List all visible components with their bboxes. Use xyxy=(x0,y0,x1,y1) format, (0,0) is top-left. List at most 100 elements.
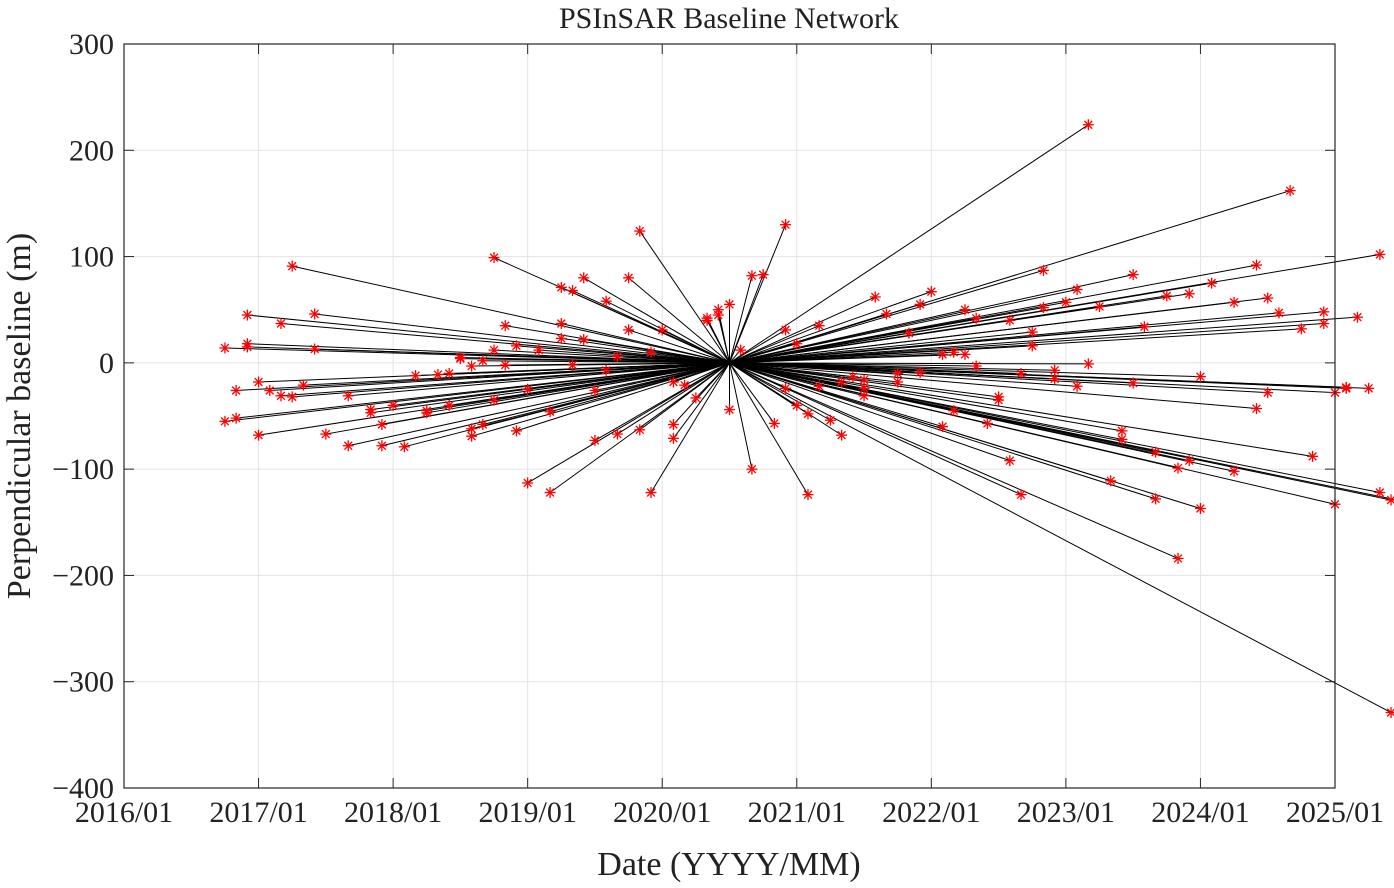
marker-stroke xyxy=(220,416,230,426)
acquisition-point xyxy=(679,379,691,391)
marker-stroke xyxy=(1341,382,1351,392)
acquisition-point xyxy=(645,487,657,499)
marker-stroke xyxy=(1050,365,1060,375)
marker-stroke xyxy=(1095,302,1104,311)
acquisition-point xyxy=(667,432,679,444)
marker-stroke xyxy=(545,407,555,417)
marker-stroke xyxy=(983,419,992,428)
marker-stroke xyxy=(500,321,510,331)
acquisition-point xyxy=(690,392,702,404)
acquisition-point xyxy=(1318,318,1330,330)
acquisition-point xyxy=(1127,269,1139,281)
acquisition-point xyxy=(1228,296,1240,308)
acquisition-point xyxy=(914,298,926,310)
baseline-line xyxy=(527,362,730,484)
marker-stroke xyxy=(1173,463,1183,473)
acquisition-point xyxy=(970,312,982,324)
baseline-line xyxy=(729,362,1201,378)
acquisition-point xyxy=(1071,284,1083,296)
acquisition-point xyxy=(443,367,455,379)
acquisition-point xyxy=(746,463,758,475)
marker-stroke xyxy=(770,419,779,428)
y-tick-label: 300 xyxy=(69,28,114,61)
acquisition-point xyxy=(544,406,556,418)
marker-stroke xyxy=(1117,426,1127,436)
marker-stroke xyxy=(904,328,914,338)
acquisition-point xyxy=(275,390,287,402)
baseline-line xyxy=(348,362,730,447)
acquisition-point xyxy=(522,477,534,489)
acquisition-point xyxy=(780,324,792,336)
y-tick-label: −200 xyxy=(52,559,114,592)
acquisition-point xyxy=(275,318,287,330)
acquisition-point xyxy=(309,343,321,355)
x-tick-label: 2024/01 xyxy=(1151,796,1249,829)
acquisition-point xyxy=(1251,403,1263,415)
marker-stroke xyxy=(276,391,286,401)
acquisition-point xyxy=(365,404,377,416)
marker-stroke xyxy=(859,375,869,385)
marker-stroke xyxy=(467,361,476,371)
acquisition-point xyxy=(264,384,276,396)
acquisition-point xyxy=(376,440,388,452)
baseline-line xyxy=(628,329,730,364)
marker-stroke xyxy=(792,339,802,349)
baseline-line xyxy=(348,362,730,397)
baseline-line xyxy=(314,313,730,364)
acquisition-point xyxy=(858,390,870,402)
marker-stroke xyxy=(1140,322,1149,332)
x-tick-label: 2019/01 xyxy=(478,796,576,829)
marker-stroke xyxy=(680,380,689,390)
baseline-line xyxy=(628,277,730,364)
acquisition-point xyxy=(555,281,567,293)
acquisition-point xyxy=(421,405,433,417)
baseline-line xyxy=(729,328,1302,364)
baseline-line xyxy=(606,362,730,371)
marker-stroke xyxy=(669,377,678,387)
axes-box xyxy=(123,43,1336,789)
baseline-line xyxy=(572,290,730,364)
acquisition-point xyxy=(488,344,500,356)
x-tick-label: 2021/01 xyxy=(748,796,846,829)
marker-stroke xyxy=(792,401,802,410)
marker-stroke xyxy=(568,360,577,370)
marker-stroke xyxy=(814,381,824,391)
marker-stroke xyxy=(399,442,409,452)
marker-stroke xyxy=(1263,293,1273,303)
acquisition-point xyxy=(1026,340,1038,352)
baseline-line xyxy=(729,329,786,364)
baseline-line xyxy=(583,338,730,364)
acquisition-point xyxy=(1172,552,1184,564)
marker-stroke xyxy=(287,392,297,402)
acquisition-point xyxy=(948,405,960,417)
acquisition-point xyxy=(880,308,892,320)
marker-stroke xyxy=(971,361,981,371)
acquisition-point xyxy=(623,272,635,284)
marker-stroke xyxy=(1252,260,1261,270)
marker-stroke xyxy=(467,431,476,441)
acquisition-point xyxy=(219,415,231,427)
marker-stroke xyxy=(523,385,533,394)
chart-title: PSInSAR Baseline Network xyxy=(559,2,899,35)
acquisition-point xyxy=(1262,292,1274,304)
acquisition-point xyxy=(948,346,960,358)
baseline-line xyxy=(729,362,1235,472)
marker-stroke xyxy=(444,401,454,410)
baseline-line xyxy=(729,362,1201,509)
marker-stroke xyxy=(377,420,387,429)
acquisition-point xyxy=(1105,475,1117,487)
acquisition-point xyxy=(802,408,814,420)
acquisition-point xyxy=(1150,446,1162,458)
acquisition-point xyxy=(1284,185,1296,197)
acquisition-point xyxy=(589,384,601,396)
marker-stroke xyxy=(971,313,981,323)
marker-stroke xyxy=(489,253,499,262)
y-axis-label: Perpendicular baseline (m) xyxy=(1,233,38,599)
acquisition-point xyxy=(903,327,915,339)
baseline-line xyxy=(729,362,1392,713)
acquisition-point xyxy=(1150,493,1162,505)
acquisition-point xyxy=(757,269,769,281)
acquisition-point xyxy=(567,285,579,297)
acquisition-point xyxy=(746,270,758,282)
axis-ticks xyxy=(123,43,1336,789)
